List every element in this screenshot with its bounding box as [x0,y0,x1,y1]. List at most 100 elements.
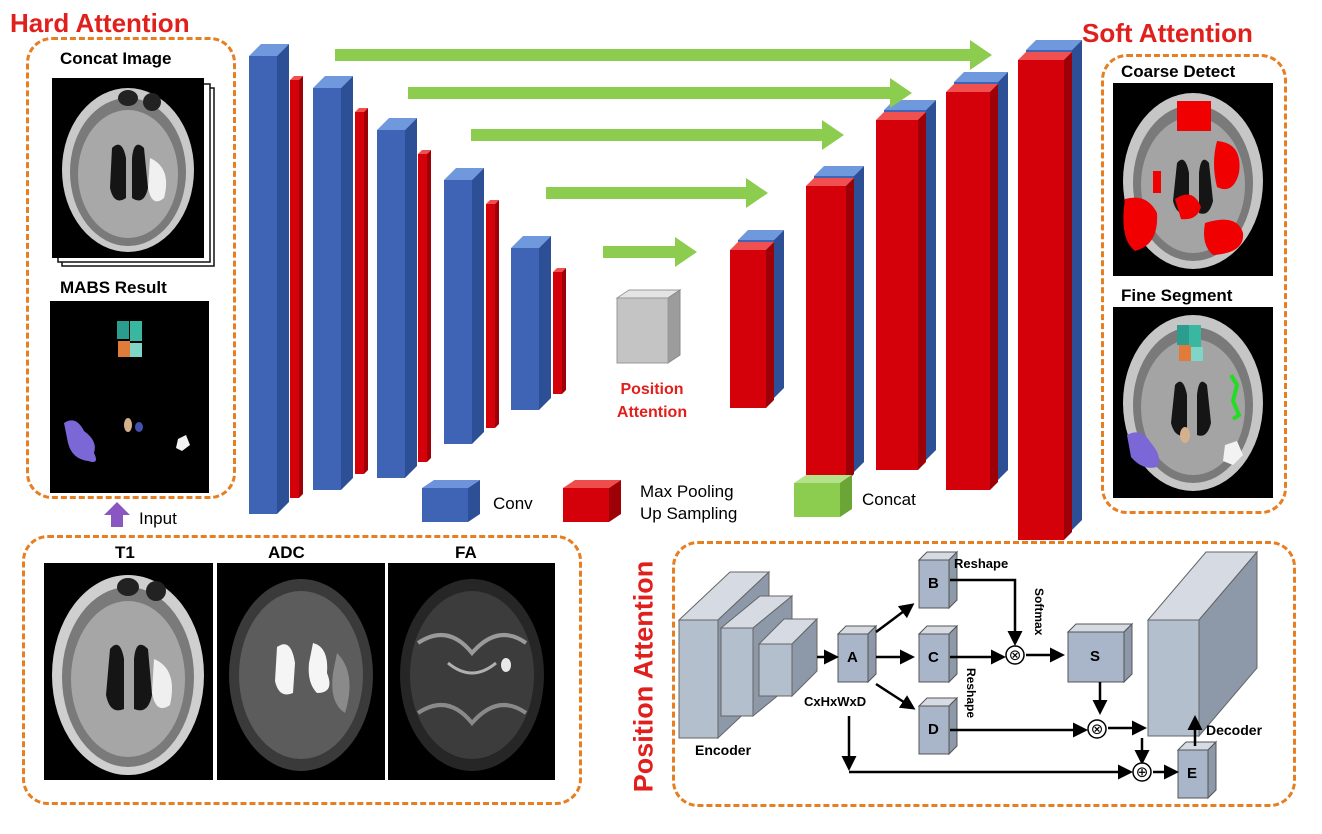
encoder-pool-1-top [290,76,303,80]
adc-brain-image [217,563,385,780]
encoder-conv-2-front [313,88,341,490]
pa-box-a-front [837,633,869,683]
encoder-conv-3-side [405,118,417,478]
modality-adc-caption: ADC [268,543,305,562]
soft-attention-frame [1101,54,1287,514]
op-multiply-1-icon: ⊗ [1005,645,1025,665]
encoder-conv-2-side [341,76,353,490]
decoder-layer-3 [876,100,936,470]
encoder-layer-5 [511,236,566,410]
coarse-detect-image [1113,83,1273,276]
decoder-conv-1-side [774,230,784,398]
pa-box-label-c: C [928,649,939,666]
decoder-layer-5 [1018,40,1082,540]
input-label: Input [139,509,177,528]
encoder-block [677,570,819,740]
encoder-conv-1-side [277,44,289,514]
pa-box-label-s: S [1090,648,1101,665]
pa-box-s [1066,622,1134,684]
decoder-conv-3-side [926,100,936,460]
encoder-pool-1-front [290,80,299,498]
decoder-label: Decoder [1206,722,1263,738]
position-attention-label-line1: Position [620,381,684,398]
decoder-conv-2-side [854,166,864,472]
encoder-layer-4 [444,168,499,444]
pool-legend-line2: Up Sampling [640,504,738,523]
decoder-conv-5-side [1072,40,1082,530]
pa-box-c [917,624,959,684]
mabs-result-caption: MABS Result [60,278,167,297]
encoder-pool-5-front [553,272,562,394]
pa-box-d-side [948,696,958,756]
mabs-result-image [50,301,209,493]
decoder-up-2-front [806,186,846,482]
reshape-top-label: Reshape [954,556,1009,571]
decoder-up-1-side [766,242,774,408]
position-attention-label: Position Attention [600,378,704,424]
decoder-up-3-top [876,112,926,120]
position-attention-cube [615,289,682,364]
encoder-pool-2-top [355,108,368,112]
encoder-layer-2 [313,76,368,490]
pa-box-b-front [918,559,950,609]
hard-attention-frame [26,37,236,499]
decoder-conv-4-side [998,72,1008,480]
encoder-label: Encoder [695,742,752,758]
encoder-conv-1-top [249,44,289,56]
decoder-up-3-front [876,120,918,470]
op-multiply-2-icon: ⊗ [1087,719,1107,739]
soft-attention-title: Soft Attention [1082,18,1253,48]
dims-label: CxHxWxD [804,694,867,709]
encoder-conv-3-top [377,118,417,130]
encoder-pool-2-side [364,108,368,474]
concat-brain-image [52,78,204,258]
encoder-pool-3-front [418,154,427,462]
pa-box-label-e: E [1187,765,1198,782]
encoder-pool-2-front [355,112,364,474]
pa-box-s-front [1067,631,1125,683]
decoder-conv-2-top [814,166,864,176]
decoder-up-5-front [1018,60,1064,540]
skip-connection-arrow-1 [335,40,992,70]
skip-connection-arrow-4 [546,178,768,208]
skip-connection-arrow-3 [471,120,844,150]
decoder-up-5-side [1064,52,1072,540]
encoder-layer-1 [249,44,303,514]
encoder-pool-5-side [562,268,566,394]
decoder-up-4-front [946,92,990,490]
pa-box-s-side [1123,622,1133,684]
pa-box-a-side [867,624,877,684]
fa-brain-image [388,563,555,780]
encoder-pool-3-top [418,150,431,154]
decoder-conv-1-top [738,230,784,240]
svg-text:⊕: ⊕ [1136,763,1149,781]
pa-box-e-front [1177,749,1209,799]
decoder-block [1146,550,1259,738]
concat-legend-label: Concat [862,490,916,509]
encoder-conv-4-side [472,168,484,444]
encoder-pool-1-side [299,76,303,498]
conv-legend-label: Conv [493,494,533,513]
pa-box-d [917,696,959,756]
pa-box-a [836,624,878,684]
pool-legend-label: Max Pooling Up Sampling [640,481,737,525]
pa-box-e-side [1207,740,1217,800]
pa-box-c-front [918,633,950,683]
encoder-conv-5-top [511,236,551,248]
position-attention-label-line2: Attention [616,404,688,421]
encoder-conv-3-front [377,130,405,478]
pa-box-c-side [948,624,958,684]
t1-brain-image [44,563,213,780]
encoder-pool-4-top [486,200,499,204]
input-modalities-frame [22,535,582,805]
encoder-conv-5-front [511,248,539,410]
encoder-pool-5-top [553,268,566,272]
decoder-up-1-front [730,250,766,408]
softmax-label: Softmax [1032,588,1046,636]
pa-box-label-a: A [847,649,858,666]
svg-text:⊗: ⊗ [1091,720,1104,738]
encoder-conv-4-front [444,180,472,444]
decoder-layer-4 [946,72,1008,490]
pa-box-d-front [918,705,950,755]
